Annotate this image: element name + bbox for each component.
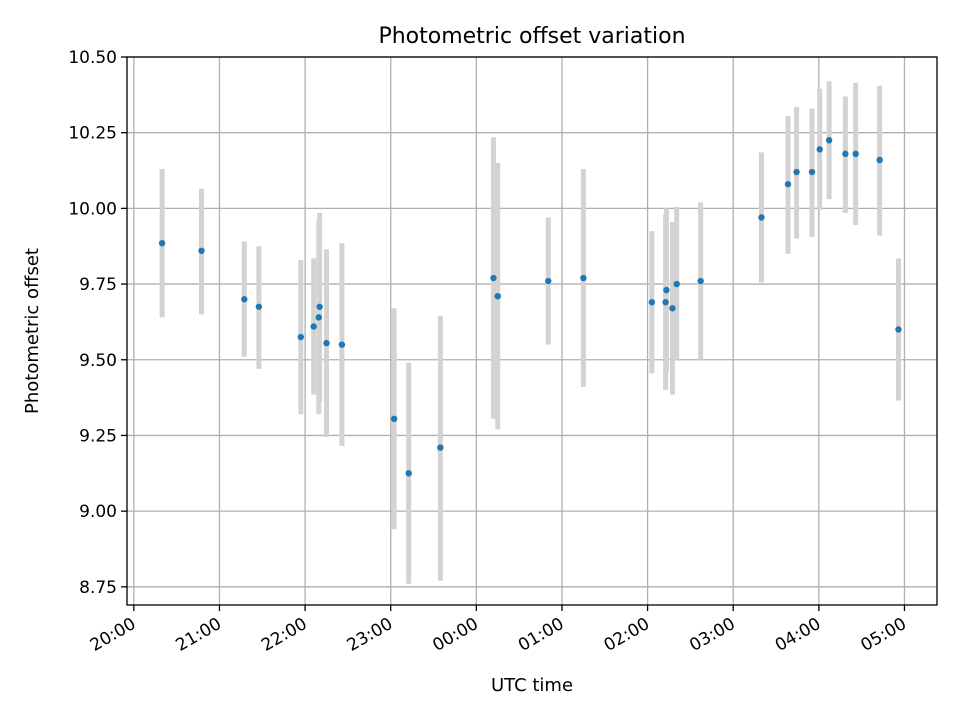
data-point [852, 150, 859, 158]
data-point [669, 305, 676, 312]
y-tick-label: 10.50 [68, 48, 117, 68]
data-point [808, 168, 816, 176]
data-point [316, 303, 323, 310]
y-tick-label: 9.25 [79, 426, 117, 446]
data-point [437, 444, 444, 451]
data-point [545, 277, 552, 285]
data-point [895, 326, 902, 333]
data-point [490, 274, 497, 282]
data-point [405, 470, 412, 477]
data-point [494, 292, 501, 300]
data-point [784, 180, 792, 188]
data-point [323, 339, 330, 347]
data-point [241, 296, 248, 303]
data-point [842, 150, 849, 158]
chart-title: Photometric offset variation [378, 24, 685, 49]
data-point [673, 280, 680, 288]
y-tick-label: 8.75 [79, 578, 117, 598]
data-point [255, 303, 263, 310]
plot-area [127, 57, 937, 605]
data-point [297, 333, 305, 341]
data-point [793, 168, 800, 176]
data-point [697, 277, 704, 285]
x-axis-label: UTC time [491, 675, 573, 696]
data-point [758, 214, 765, 221]
data-point [825, 137, 833, 144]
y-tick-label: 9.75 [79, 275, 117, 295]
y-tick-label: 9.00 [79, 502, 117, 522]
y-axis-label: Photometric offset [22, 248, 43, 414]
data-point [198, 247, 205, 254]
data-point [663, 286, 670, 294]
data-point [315, 314, 322, 321]
data-point [390, 415, 398, 423]
data-point [338, 341, 346, 348]
plot-frame [126, 56, 938, 606]
y-tick-label: 10.00 [68, 199, 117, 219]
data-points [158, 137, 902, 477]
data-point [310, 323, 317, 330]
data-point [158, 239, 166, 247]
y-tick-label: 9.50 [79, 351, 117, 371]
data-point [876, 156, 883, 164]
data-point [816, 146, 823, 153]
data-point [648, 299, 656, 306]
data-point [580, 274, 587, 282]
y-axis-ticks: 8.75 9.00 9.25 9.50 9.75 10.00 10.25 10.50 [68, 48, 127, 598]
data-point [662, 299, 669, 306]
y-tick-label: 10.25 [68, 124, 117, 144]
